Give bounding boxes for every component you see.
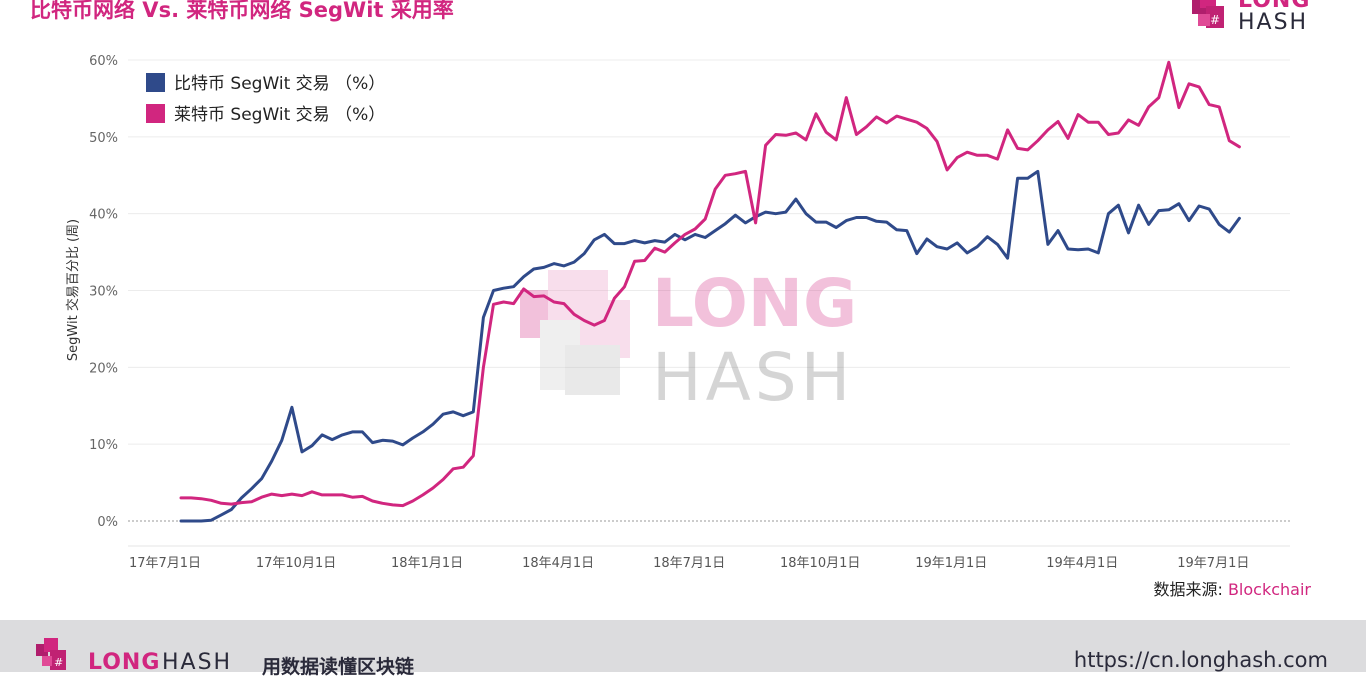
footer-logo-word-hash: HASH: [162, 650, 233, 675]
y-tick-label: 40%: [89, 208, 118, 223]
watermark-cube-icon: [520, 270, 630, 395]
logo-word-hash: HASH: [1238, 10, 1309, 35]
longhash-logo[interactable]: # LONG HASH: [1188, 0, 1318, 36]
longhash-cube-icon: #: [1192, 0, 1224, 28]
y-tick-labels: 0% 10% 20% 30% 40% 50% 60%: [89, 54, 118, 530]
legend-label: 比特币 SegWit 交易 （%）: [174, 74, 385, 94]
footer-tagline: 用数据读懂区块链: [262, 656, 415, 678]
y-tick-label: 50%: [89, 131, 118, 146]
y-tick-label: 20%: [89, 361, 118, 376]
y-tick-label: 30%: [89, 285, 118, 300]
legend-label: 莱特币 SegWit 交易 （%）: [174, 105, 385, 125]
gridlines: [128, 59, 1290, 547]
x-tick-label: 19年1月1日: [915, 556, 987, 571]
x-tick-label: 19年7月1日: [1177, 556, 1249, 571]
y-axis-label: SegWit 交易百分比 (周): [65, 219, 81, 361]
x-tick-label: 17年7月1日: [129, 556, 201, 571]
legend-swatch: [146, 104, 165, 123]
x-tick-label: 17年10月1日: [256, 556, 336, 571]
data-source: 数据来源: Blockchair: [1153, 576, 1311, 600]
footer-bar: # LONG HASH 用数据读懂区块链 https://cn.longhash…: [0, 620, 1366, 678]
series-line-btc: [179, 169, 1241, 523]
footer-url-link[interactable]: https://cn.longhash.com: [1073, 648, 1328, 672]
svg-text:#: #: [1210, 13, 1220, 27]
x-tick-label: 18年10月1日: [780, 556, 860, 571]
chart-area: LONG HASH 0%10%20%30%40%50%60% 17年7月1日 17…: [65, 54, 1290, 571]
legend-swatch: [146, 73, 165, 92]
chart-title: 比特币网络 Vs. 莱特币网络 SegWit 采用率: [30, 0, 454, 22]
logo-word-long: LONG: [1238, 0, 1311, 13]
y-tick-label: 60%: [89, 54, 118, 69]
footer-logo-word-long: LONG: [88, 650, 161, 675]
footer-cube-icon: #: [36, 638, 66, 670]
footer-logo[interactable]: # LONG HASH: [34, 634, 254, 675]
legend: 比特币 SegWit 交易 （%） 莱特币 SegWit 交易 （%）: [146, 73, 385, 125]
svg-text:#: #: [54, 656, 63, 669]
series-line-ltc: [179, 60, 1241, 508]
y-tick-label: 10%: [89, 438, 118, 453]
longhash-watermark: LONG HASH: [520, 265, 857, 416]
x-tick-label: 18年7月1日: [653, 556, 725, 571]
series-lines: [179, 60, 1241, 523]
x-tick-label: 18年1月1日: [391, 556, 463, 571]
source-name-link[interactable]: Blockchair: [1227, 580, 1311, 599]
x-tick-labels: 17年7月1日 17年10月1日 18年1月1日 18年4月1日 18年7月1日 18年1…: [129, 556, 1249, 571]
watermark-word-hash: HASH: [652, 339, 854, 416]
y-tick-label: 0%: [97, 515, 118, 530]
x-tick-label: 18年4月1日: [522, 556, 594, 571]
x-tick-label: 19年4月1日: [1046, 556, 1118, 571]
watermark-word-long: LONG: [652, 265, 857, 342]
source-label: 数据来源:: [1153, 580, 1228, 599]
